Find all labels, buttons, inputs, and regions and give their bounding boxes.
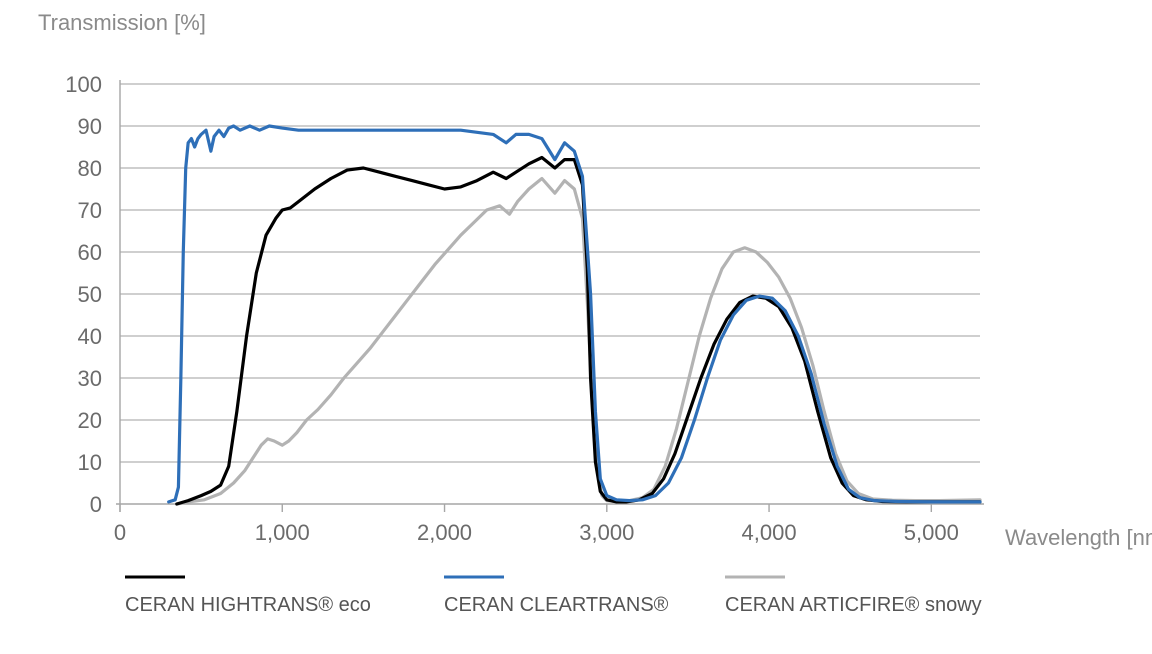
x-axis-title: Wavelength [nm] [1005,525,1152,550]
y-tick-label: 40 [78,324,102,349]
y-tick-label: 60 [78,240,102,265]
x-tick-label: 3,000 [579,520,634,545]
y-tick-label: 80 [78,156,102,181]
data-series [169,126,980,504]
y-tick-label: 90 [78,114,102,139]
x-tick-label: 2,000 [417,520,472,545]
x-tick-labels: 0 1,000 2,000 3,000 4,000 5,000 [114,504,959,545]
x-tick-label: 5,000 [904,520,959,545]
x-tick-label: 0 [114,520,126,545]
y-tick-label: 10 [78,450,102,475]
y-tick-label: 70 [78,198,102,223]
y-tick-label: 30 [78,366,102,391]
gridlines [120,84,980,462]
y-axis-title: Transmission [%] [38,10,206,35]
transmission-chart: Transmission [%] Wavelength [nm] 0 10 20 30… [0,0,1152,654]
y-tick-label: 20 [78,408,102,433]
axes [116,80,984,512]
y-tick-label: 50 [78,282,102,307]
x-tick-label: 1,000 [255,520,310,545]
series-articfire [177,179,980,505]
series-cleartrans [169,126,980,502]
legend-label: CERAN ARTICFIRE® snowy [725,594,982,616]
legend-label: CERAN HIGHTRANS® eco [125,594,371,616]
legend: CERAN HIGHTRANS® eco CERAN CLEARTRANS® CER… [125,577,982,616]
legend-label: CERAN CLEARTRANS® [444,594,669,616]
y-tick-labels: 0 10 20 30 40 50 60 70 80 90 100 [65,72,102,517]
x-tick-label: 4,000 [742,520,797,545]
chart-svg: Transmission [%] Wavelength [nm] 0 10 20 30… [0,0,1152,654]
y-tick-label: 0 [90,492,102,517]
y-tick-label: 100 [65,72,102,97]
